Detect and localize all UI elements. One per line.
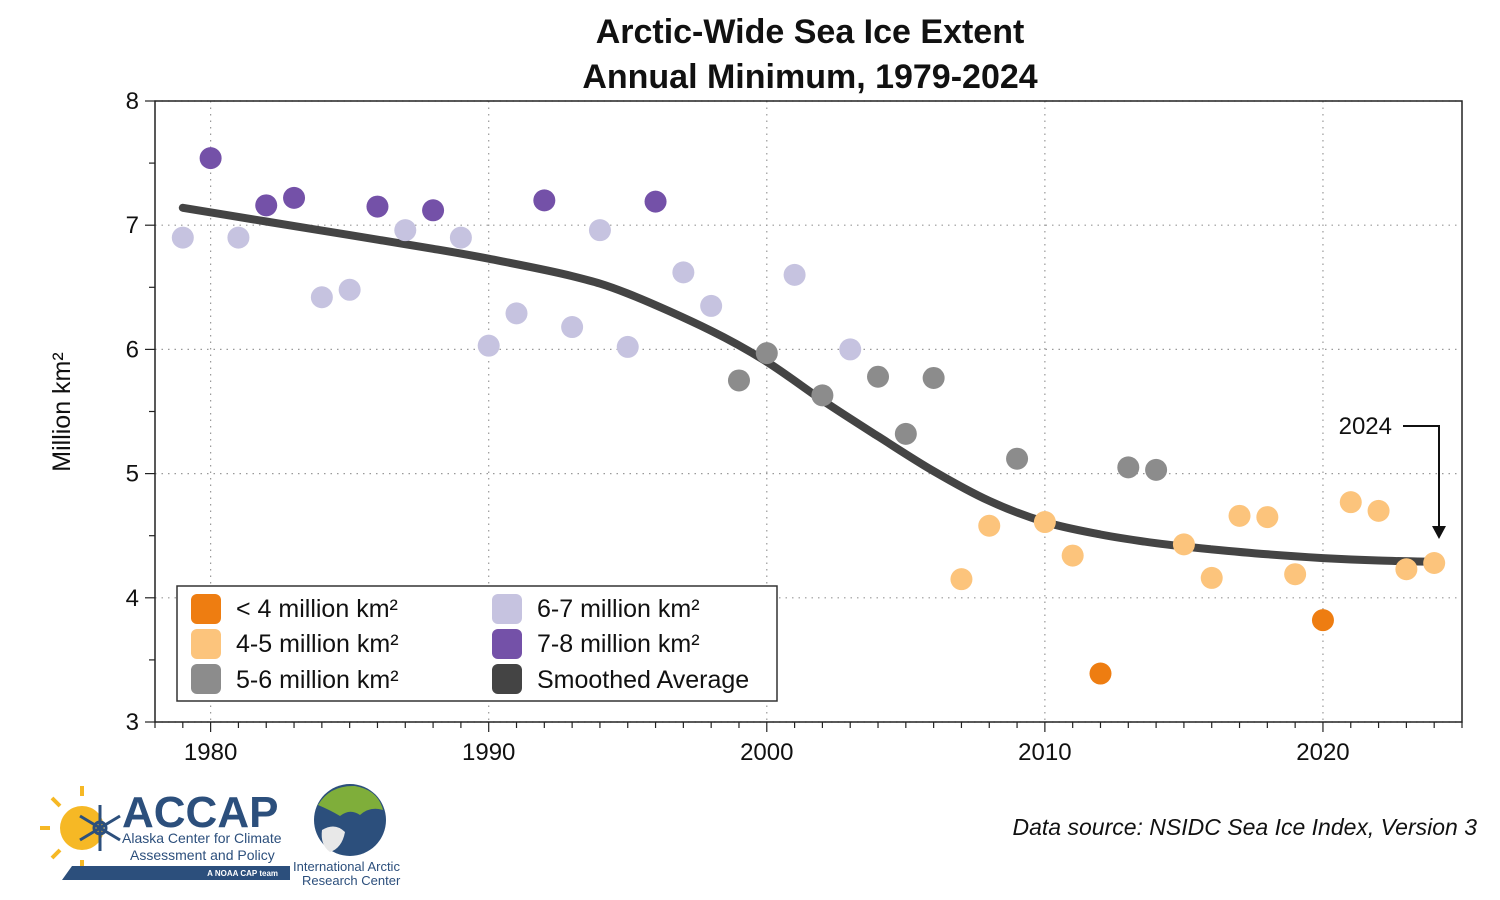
data-point-1990	[477, 334, 500, 357]
legend-label-5to6: 5-6 million km²	[236, 666, 399, 694]
accap-wordmark: ACCAP	[122, 788, 278, 837]
data-point-1987	[394, 219, 417, 242]
data-point-2016	[1200, 566, 1223, 589]
data-point-1998	[700, 294, 723, 317]
data-point-2021	[1339, 491, 1362, 514]
data-point-1981	[227, 226, 250, 249]
data-point-2010	[1033, 511, 1056, 534]
globe-icon	[314, 784, 386, 856]
data-point-2006	[922, 366, 945, 389]
iarc-name-line-2: Research Center	[302, 873, 401, 888]
iarc-name-line-1: International Arctic	[293, 859, 400, 874]
data-point-1991	[505, 302, 528, 325]
data-point-2004	[867, 365, 890, 388]
data-point-1996	[644, 190, 667, 213]
y-tick-label: 4	[126, 585, 139, 612]
accap-banner	[62, 866, 290, 880]
x-tick-label: 2020	[1296, 739, 1349, 766]
data-point-2005	[894, 422, 917, 445]
accap-name-line-1: Alaska Center for Climate	[122, 830, 282, 846]
data-point-1992	[533, 189, 556, 212]
data-point-2002	[811, 384, 834, 407]
data-point-2008	[978, 514, 1001, 537]
data-point-2009	[1006, 447, 1029, 470]
y-tick-label: 3	[126, 709, 139, 736]
legend-label-4to5: 4-5 million km²	[236, 630, 399, 658]
smoothed-average	[178, 203, 1439, 566]
data-point-2023	[1395, 558, 1418, 581]
data-point-1983	[283, 186, 306, 209]
legend-label-smoothed: Smoothed Average	[537, 666, 749, 694]
data-point-1986	[366, 195, 389, 218]
accap-name-line-2: Assessment and Policy	[130, 847, 275, 863]
data-point-2003	[839, 338, 862, 361]
data-source-note: Data source: NSIDC Sea Ice Index, Versio…	[1013, 814, 1478, 840]
annotation-arrowhead	[1432, 526, 1446, 539]
data-point-2020	[1311, 609, 1334, 632]
legend-swatch-lt4	[191, 594, 221, 624]
data-point-1999	[727, 369, 750, 392]
legend-label-6to7: 6-7 million km²	[537, 595, 700, 623]
y-axis-label: Million km²	[48, 352, 76, 471]
legend-swatch-7to8	[492, 629, 522, 659]
data-point-1980	[199, 147, 222, 170]
data-point-2000	[755, 342, 778, 365]
y-tick-label: 8	[126, 88, 139, 115]
data-point-2024	[1423, 552, 1446, 575]
x-tick-label: 2000	[740, 739, 793, 766]
data-point-1995	[616, 335, 639, 358]
data-point-1984	[310, 286, 333, 309]
x-tick-label: 1990	[462, 739, 515, 766]
data-point-2001	[783, 263, 806, 286]
chart-title-line-1: Arctic-Wide Sea Ice Extent	[596, 13, 1025, 51]
data-point-2013	[1117, 456, 1140, 479]
y-tick-label: 5	[126, 461, 139, 488]
data-point-2007	[950, 568, 973, 591]
iarc-logo: International Arctic Research Center	[293, 784, 401, 888]
legend-swatch-6to7	[492, 594, 522, 624]
data-point-2015	[1172, 533, 1195, 556]
snowflake-icon	[79, 805, 121, 851]
legend-swatch-4to5	[191, 629, 221, 659]
data-point-2011	[1061, 544, 1084, 567]
legend-box	[176, 585, 778, 702]
annotation-arrow	[1403, 425, 1440, 532]
data-point-1997	[672, 261, 695, 284]
y-tick-label: 6	[126, 336, 139, 363]
annotation-label: 2024	[1339, 413, 1392, 440]
y-tick-label: 7	[126, 212, 139, 239]
sun-icon	[40, 786, 104, 870]
data-point-2018	[1256, 506, 1279, 529]
data-point-1993	[561, 316, 584, 339]
data-point-1989	[449, 226, 472, 249]
data-point-1979	[171, 226, 194, 249]
data-point-2017	[1228, 504, 1251, 527]
data-point-2014	[1145, 458, 1168, 481]
accap-logo: ACCAP Alaska Center for Climate Assessme…	[40, 786, 290, 880]
smoothed-average-line	[178, 203, 1439, 566]
legend: < 4 million km² 4-5 million km² 5-6 mill…	[176, 585, 778, 702]
data-point-1982	[255, 194, 278, 217]
data-point-1985	[338, 278, 361, 301]
annotation-2024: 2024	[1339, 413, 1446, 539]
legend-swatch-5to6	[191, 664, 221, 694]
legend-label-lt4: < 4 million km²	[236, 595, 398, 623]
data-point-2022	[1367, 499, 1390, 522]
accap-tagline: A NOAA CAP team	[207, 869, 278, 878]
chart-title-line-2: Annual Minimum, 1979-2024	[582, 58, 1037, 96]
data-point-2019	[1284, 563, 1307, 586]
data-point-1988	[422, 199, 445, 222]
x-tick-label: 1980	[184, 739, 237, 766]
legend-swatch-smoothed	[492, 664, 522, 694]
data-points	[171, 147, 1446, 685]
data-point-1994	[588, 219, 611, 242]
x-tick-label: 2010	[1018, 739, 1071, 766]
data-point-2012	[1089, 662, 1112, 685]
legend-label-7to8: 7-8 million km²	[537, 630, 700, 658]
axes: 1980 1990 2000 2010 2020 3 4 5 6 7 8	[126, 88, 1463, 766]
